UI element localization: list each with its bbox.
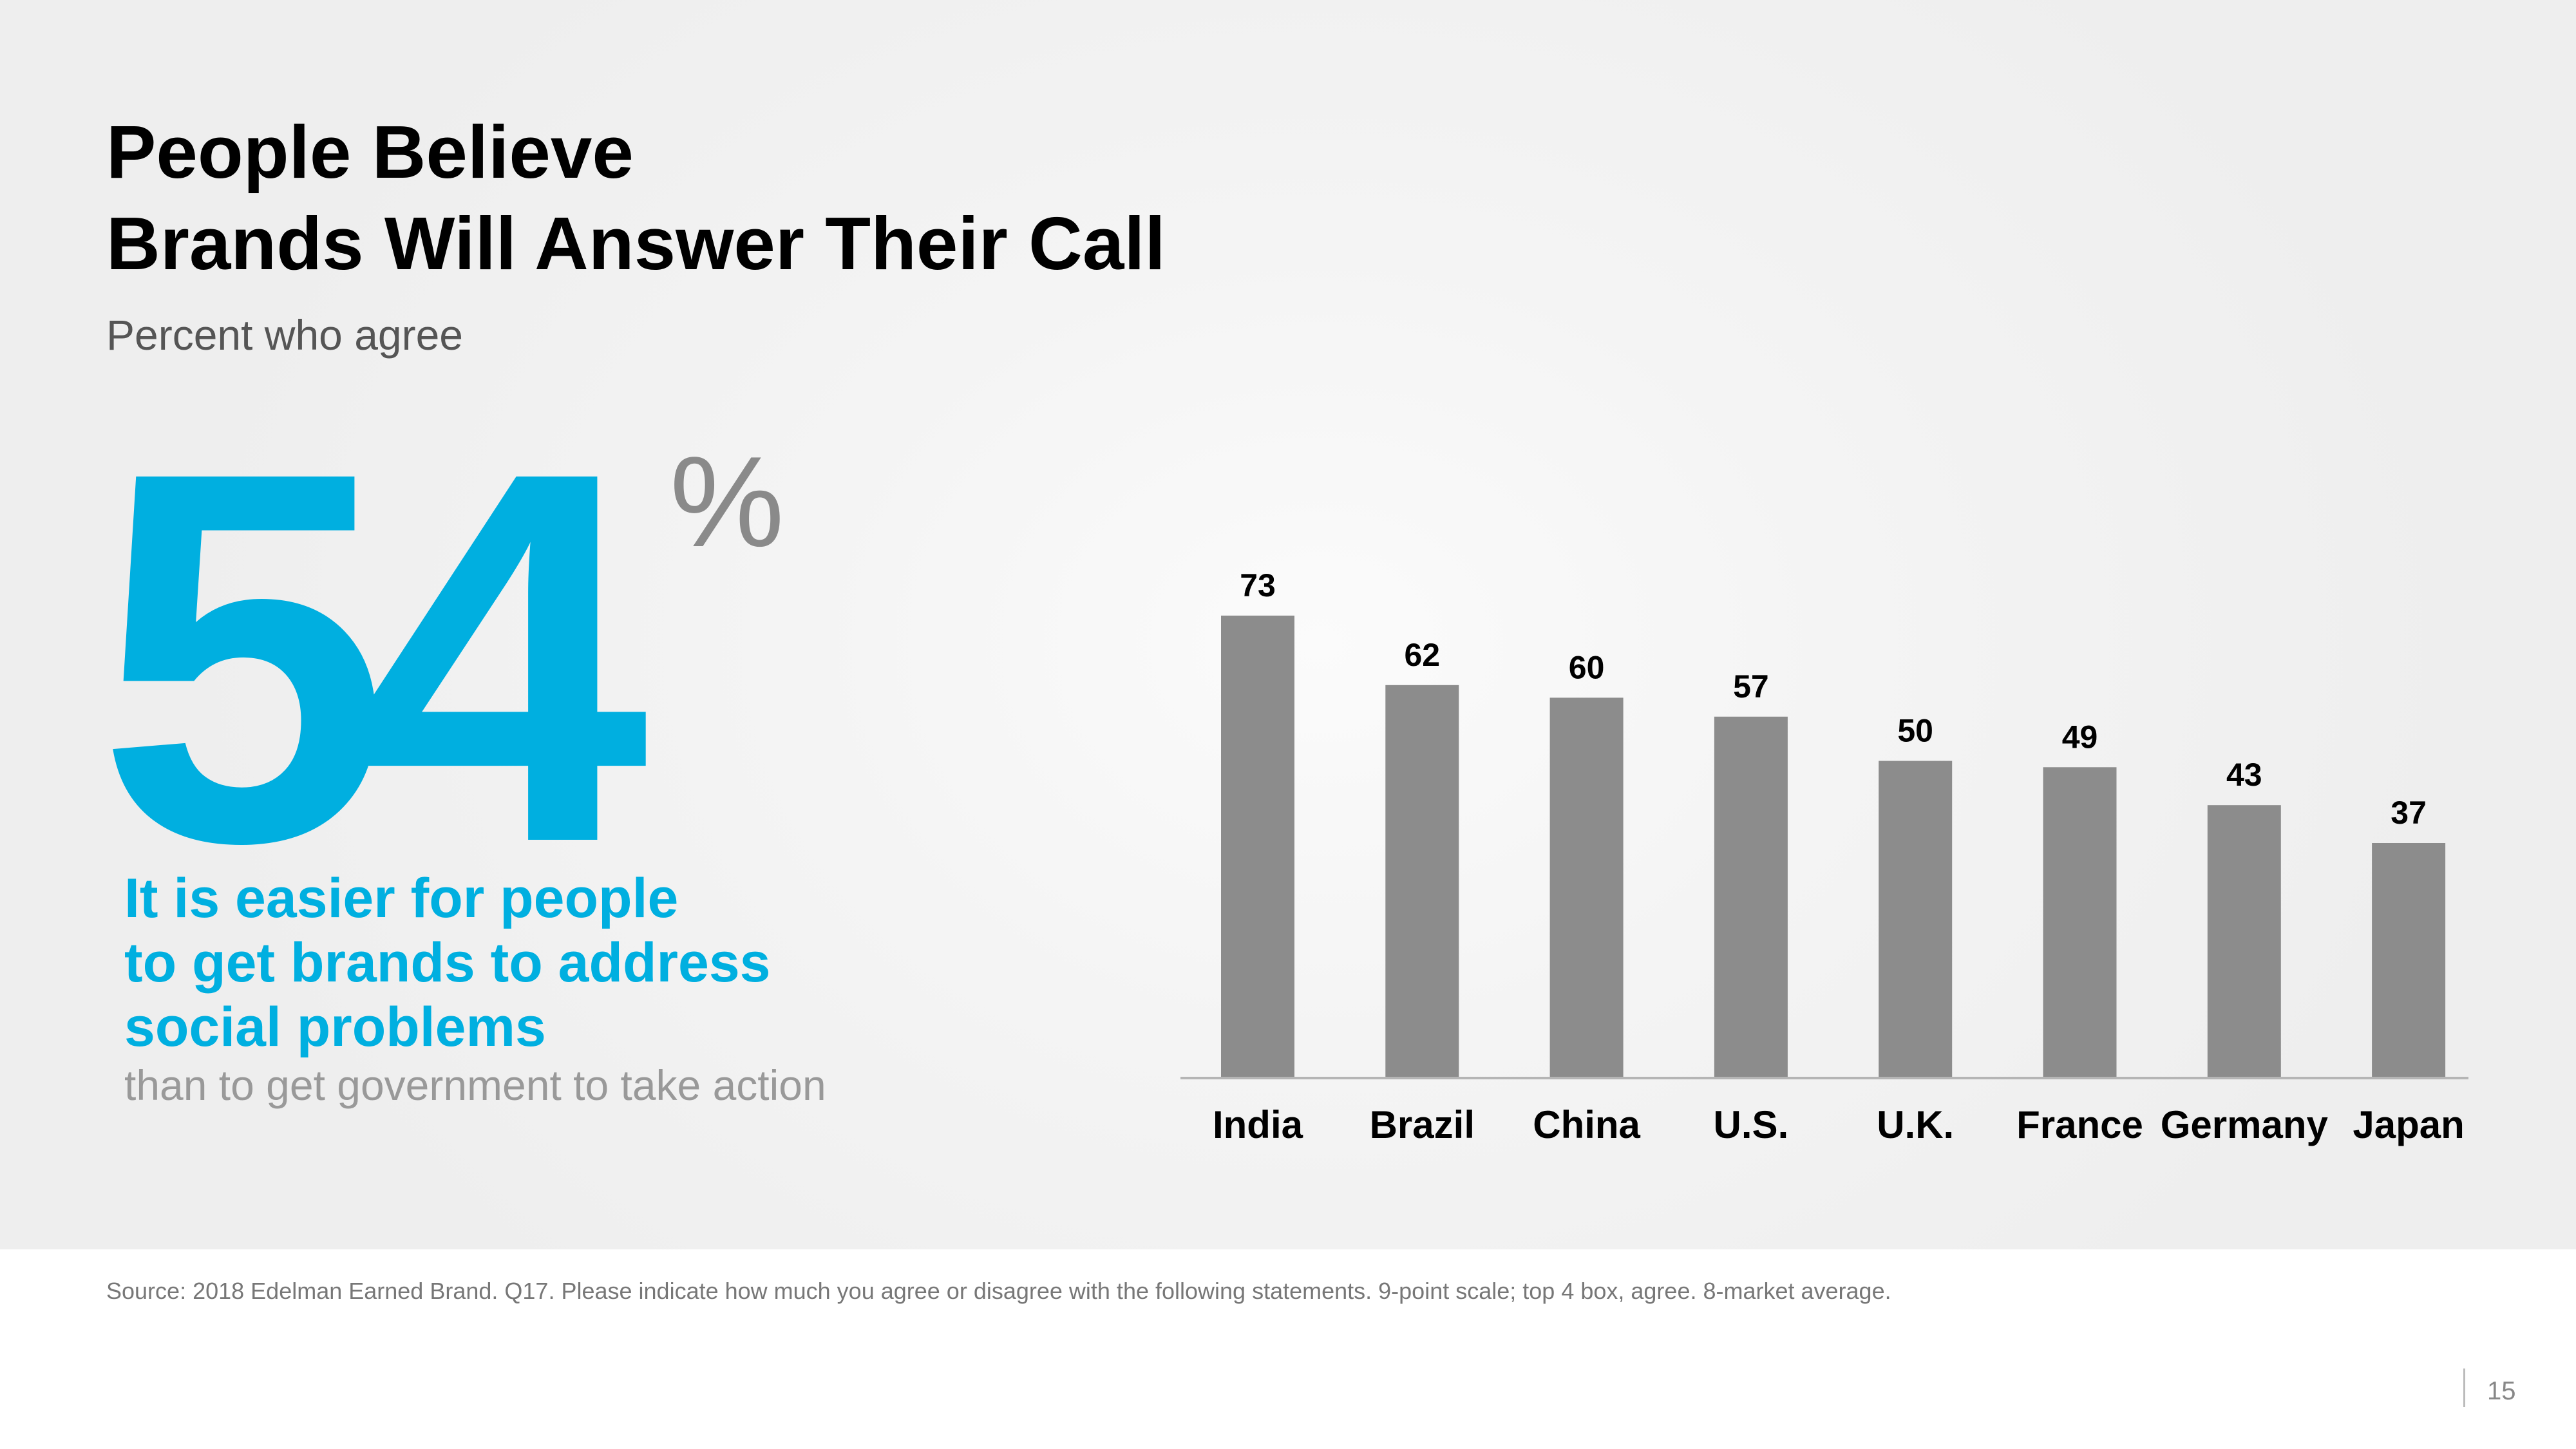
highlight-unit: % [670,430,784,574]
bar-japan [2372,843,2446,1077]
title-line-1: People Believe [106,110,634,194]
callout-line-2: to get brands to address [124,932,771,994]
bar-brazil [1385,685,1459,1077]
data-label-japan: 37 [2391,795,2427,831]
highlight-callout: It is easier for people to get brands to… [124,866,771,1059]
bar-u-k [1879,761,1953,1077]
x-tick-label-u-k: U.K. [1877,1103,1954,1146]
callout-line-3: social problems [124,996,546,1058]
highlight-callout-subtext: than to get government to take action [124,1061,826,1109]
x-tick-label-japan: Japan [2353,1103,2464,1146]
bar-germany [2207,805,2281,1077]
bar-france [2043,767,2117,1077]
bar-india [1221,615,1294,1077]
data-label-u-k: 50 [1897,713,1933,749]
data-label-france: 49 [2062,719,2098,755]
x-tick-label-brazil: Brazil [1370,1103,1475,1146]
page-subtitle: Percent who agree [106,311,464,359]
page-number: 15 [2487,1377,2516,1405]
x-tick-label-u-s: U.S. [1714,1103,1789,1146]
page-number-divider [2463,1368,2465,1407]
data-label-india: 73 [1240,567,1276,603]
source-note: Source: 2018 Edelman Earned Brand. Q17. … [106,1278,1891,1304]
country-bar-chart: 73 India 62 Brazil 60 China 57 U.S. 50 U.K. 49 Fran… [1180,567,2468,1146]
data-label-germany: 43 [2226,757,2262,793]
callout-line-1: It is easier for people [124,867,679,929]
data-label-u-s: 57 [1733,668,1769,705]
title-line-2: Brands Will Answer Their Call [106,202,1166,285]
data-label-china: 60 [1569,649,1605,685]
page-title: People Believe Brands Will Answer Their … [106,106,1166,289]
x-tick-label-germany: Germany [2161,1103,2329,1146]
highlight-value: 54 [97,362,649,952]
bar-u-s [1714,716,1788,1077]
x-tick-label-india: India [1213,1103,1303,1146]
bar-china [1549,697,1624,1077]
data-label-brazil: 62 [1404,637,1440,673]
x-tick-label-france: France [2016,1103,2143,1146]
x-tick-label-china: China [1533,1103,1640,1146]
